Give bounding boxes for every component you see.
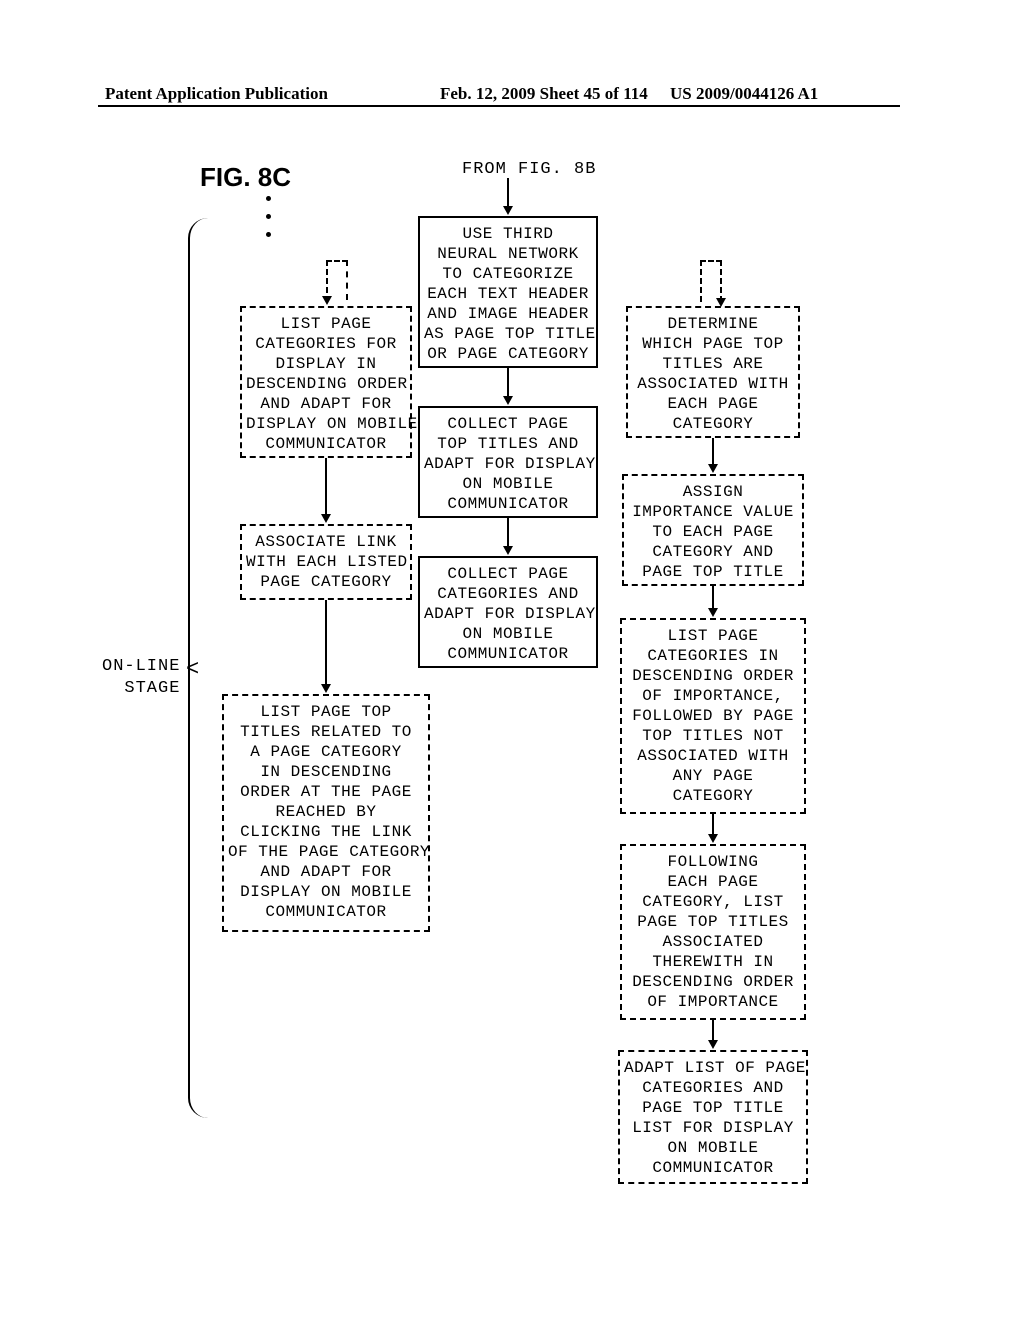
box-right-1: DETERMINE WHICH PAGE TOP TITLES ARE ASSO… [626, 306, 800, 438]
header-divider [98, 105, 900, 107]
box-right-4: FOLLOWING EACH PAGE CATEGORY, LIST PAGE … [620, 844, 806, 1020]
box-text: COLLECT PAGE CATEGORIES AND ADAPT FOR DI… [424, 565, 596, 663]
arrow-dashed [720, 260, 724, 302]
arrow-dashed [700, 260, 704, 302]
ellipsis-dot [266, 214, 271, 219]
arrow [507, 518, 509, 548]
stage-brace-top [188, 218, 212, 668]
ellipsis-dot [266, 196, 271, 201]
arrow-head [708, 1040, 718, 1049]
box-left-bot: LIST PAGE TOP TITLES RELATED TO A PAGE C… [222, 694, 430, 932]
box-right-5: ADAPT LIST OF PAGE CATEGORIES AND PAGE T… [618, 1050, 808, 1184]
arrow-head [708, 834, 718, 843]
arrow [325, 458, 327, 516]
stage-label: ON-LINE STAGE < [102, 656, 180, 700]
box-right-3: LIST PAGE CATEGORIES IN DESCENDING ORDER… [620, 618, 806, 814]
arrow [507, 178, 509, 208]
arrow [712, 814, 714, 836]
box-text: DETERMINE WHICH PAGE TOP TITLES ARE ASSO… [637, 315, 789, 433]
figure-label: FIG. 8C [200, 162, 291, 193]
arrow [712, 438, 714, 466]
arrow-head [321, 514, 331, 523]
box-center-bot: COLLECT PAGE CATEGORIES AND ADAPT FOR DI… [418, 556, 598, 668]
stage-brace-bot [188, 668, 212, 1118]
box-text: ASSIGN IMPORTANCE VALUE TO EACH PAGE CAT… [632, 483, 794, 581]
box-text: ADAPT LIST OF PAGE CATEGORIES AND PAGE T… [624, 1059, 806, 1177]
box-center-top: USE THIRD NEURAL NETWORK TO CATEGORIZE E… [418, 216, 598, 368]
box-text: COLLECT PAGE TOP TITLES AND ADAPT FOR DI… [424, 415, 596, 513]
header-right: US 2009/0044126 A1 [670, 84, 818, 104]
box-left-top: LIST PAGE CATEGORIES FOR DISPLAY IN DESC… [240, 306, 412, 458]
ellipsis-dot [266, 232, 271, 237]
arrow-head [321, 684, 331, 693]
from-figure-label: FROM FIG. 8B [462, 160, 596, 179]
box-text: USE THIRD NEURAL NETWORK TO CATEGORIZE E… [424, 225, 596, 363]
box-text: LIST PAGE CATEGORIES IN DESCENDING ORDER… [632, 627, 794, 805]
header-left: Patent Application Publication [105, 84, 328, 104]
box-text: FOLLOWING EACH PAGE CATEGORY, LIST PAGE … [632, 853, 794, 1011]
arrow-head [708, 464, 718, 473]
arrow-head [503, 396, 513, 405]
arrow [712, 586, 714, 610]
arrow-head [503, 206, 513, 215]
box-center-mid: COLLECT PAGE TOP TITLES AND ADAPT FOR DI… [418, 406, 598, 518]
stage-label-text: ON-LINE STAGE [102, 657, 180, 698]
arrow-head [708, 608, 718, 617]
arrow-head [503, 546, 513, 555]
box-text: ASSOCIATE LINK WITH EACH LISTED PAGE CAT… [246, 533, 408, 591]
box-text: LIST PAGE CATEGORIES FOR DISPLAY IN DESC… [246, 315, 418, 453]
arrow [712, 1020, 714, 1042]
box-left-mid: ASSOCIATE LINK WITH EACH LISTED PAGE CAT… [240, 524, 412, 600]
box-text: LIST PAGE TOP TITLES RELATED TO A PAGE C… [228, 703, 430, 921]
arrow [507, 368, 509, 398]
header-mid: Feb. 12, 2009 Sheet 45 of 114 [440, 84, 648, 104]
arrow-dashed [346, 260, 350, 300]
arrow [325, 600, 327, 686]
arrow-dashed [326, 260, 330, 302]
box-right-2: ASSIGN IMPORTANCE VALUE TO EACH PAGE CAT… [622, 474, 804, 586]
